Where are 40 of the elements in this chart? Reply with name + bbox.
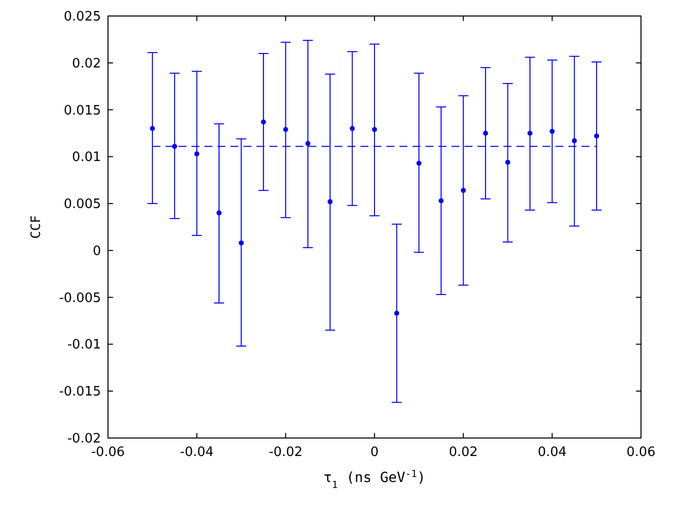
y-tick-label: -0.02	[67, 432, 101, 446]
y-tick-label: 0.02	[72, 56, 101, 72]
x-tick-label: 0.06	[626, 445, 656, 460]
point	[438, 198, 444, 204]
point	[350, 126, 355, 132]
x-tick-label: -0.04	[180, 445, 214, 460]
point	[172, 144, 178, 149]
point	[460, 188, 466, 193]
point	[238, 240, 244, 246]
point	[527, 130, 532, 136]
y-axis-title: CCF	[29, 215, 44, 239]
x-tick-label: 0.04	[538, 445, 567, 460]
x-tick-label: 0	[370, 445, 379, 460]
point	[372, 126, 377, 132]
x-tick-label: -0.02	[268, 445, 302, 460]
y-tick-label: 0.015	[64, 103, 101, 118]
point	[150, 126, 155, 132]
x-tick-label: -0.06	[91, 445, 125, 460]
y-tick-label: 0.01	[72, 150, 101, 166]
point	[328, 199, 333, 204]
x-axis-title: τ$_{1}$ (ns GeV$^{-1}$)	[323, 468, 426, 490]
point	[572, 138, 577, 144]
point	[260, 119, 266, 124]
point	[550, 128, 555, 134]
point	[483, 130, 488, 136]
x-tick-label: 0.02	[448, 445, 478, 460]
point	[305, 141, 310, 146]
y-tick-label: -0.005	[59, 290, 101, 306]
point	[594, 134, 600, 139]
point	[416, 160, 422, 166]
point	[505, 160, 510, 165]
point	[216, 210, 222, 216]
y-tick-label: -0.01	[67, 338, 101, 353]
point	[394, 310, 400, 316]
y-tick-label: 0.005	[64, 197, 101, 212]
y-tick-label: 0	[92, 244, 101, 259]
point	[283, 126, 288, 132]
point	[194, 151, 200, 156]
y-tick-label: 0.025	[64, 10, 101, 24]
y-tick-label: -0.015	[59, 384, 101, 400]
